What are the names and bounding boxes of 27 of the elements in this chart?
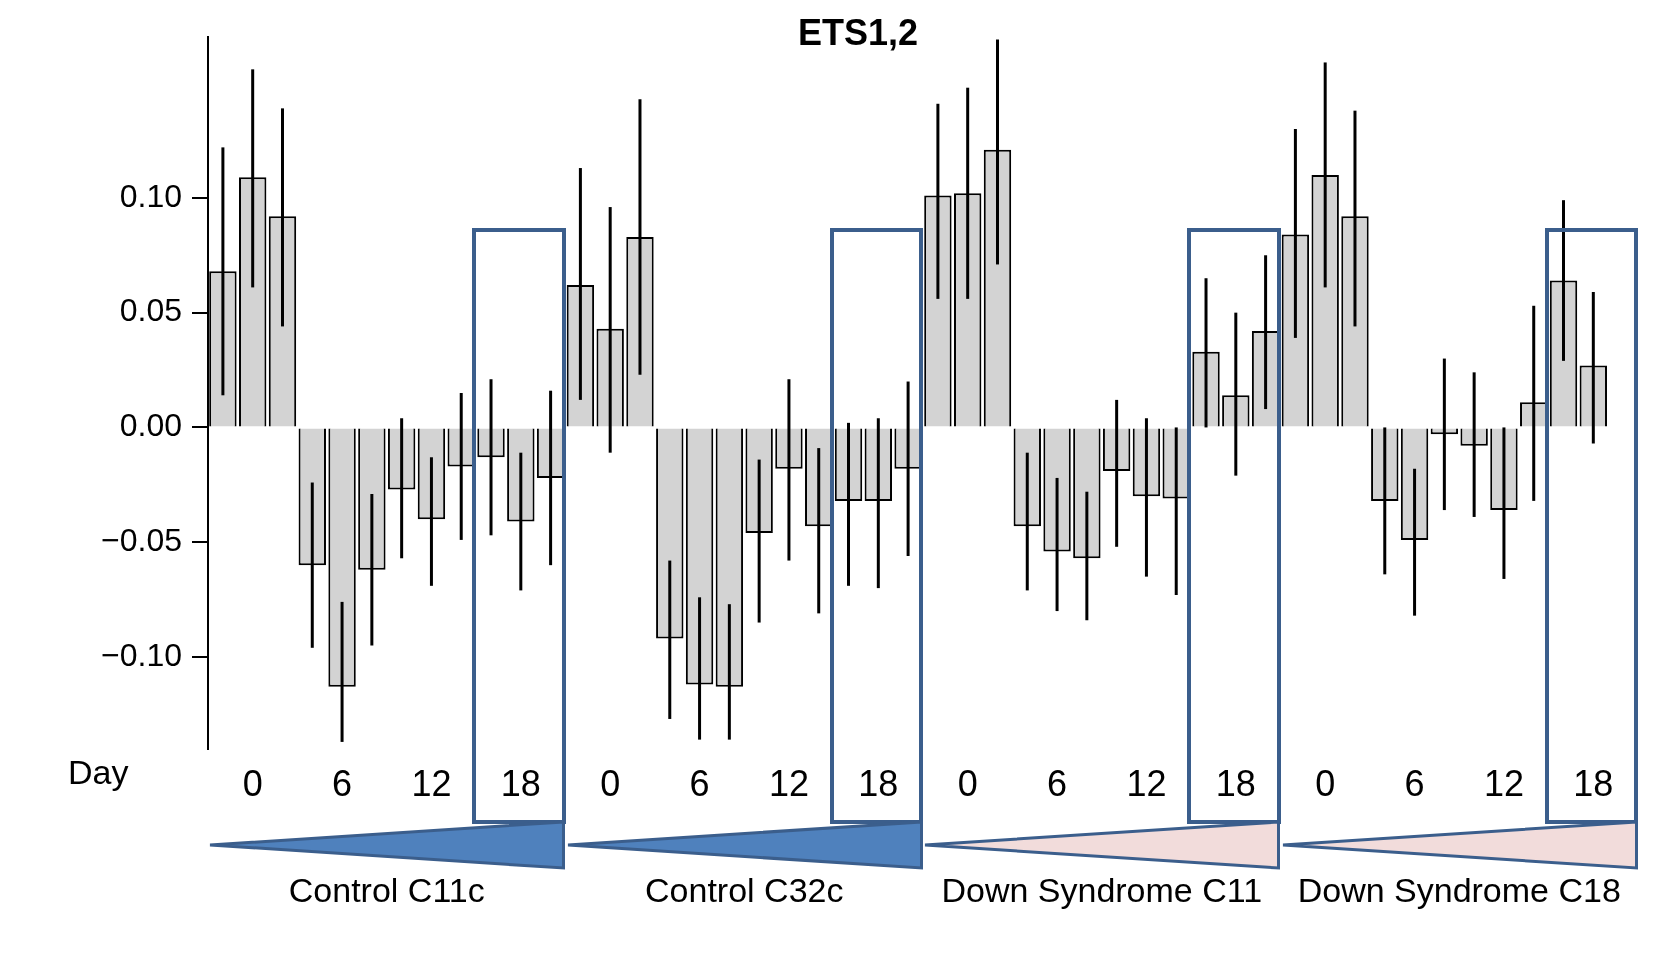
text: Down Syndrome C11 (940, 871, 1264, 910)
x-tick-label: 12 (1126, 763, 1167, 805)
chart-title: ETS1,2 (798, 12, 919, 54)
text: Down Syndrome C18 (1296, 871, 1622, 910)
text: Control C11c (287, 871, 486, 910)
x-tick-label: 12 (411, 763, 452, 805)
y-tick-label: 0.00 (119, 407, 182, 444)
x-tick-label: 18 (1215, 763, 1256, 805)
y-tick-label: −0.05 (101, 522, 182, 559)
x-tick-label: 12 (768, 763, 809, 805)
x-tick-label: 12 (1483, 763, 1524, 805)
text: Day (68, 752, 129, 792)
x-tick-label: 6 (689, 763, 710, 805)
x-tick-label: 0 (242, 763, 263, 805)
y-tick-label: 0.10 (119, 177, 182, 214)
x-tick-label: 6 (1404, 763, 1425, 805)
x-tick-label: 18 (858, 763, 899, 805)
x-tick-label: 6 (332, 763, 353, 805)
text: Control C32c (644, 871, 845, 910)
x-tick-label: 0 (600, 763, 621, 805)
x-tick-label: 18 (500, 763, 541, 805)
x-tick-label: 6 (1047, 763, 1068, 805)
y-tick-label: −0.10 (101, 636, 182, 673)
x-tick-label: 18 (1573, 763, 1614, 805)
y-tick-label: 0.05 (119, 292, 182, 329)
x-tick-label: 0 (957, 763, 978, 805)
x-tick-label: 0 (1315, 763, 1336, 805)
